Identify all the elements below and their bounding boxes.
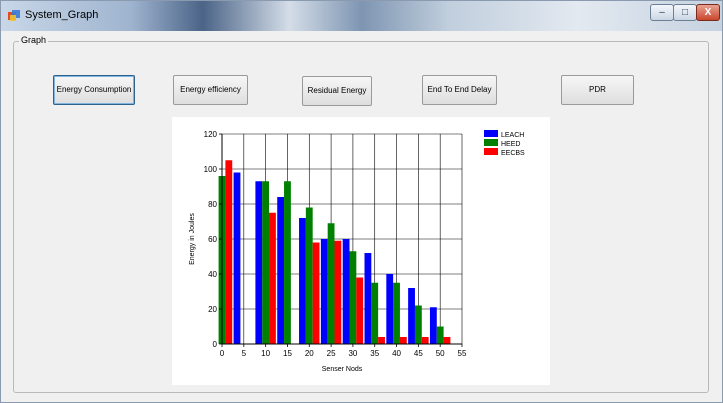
- bar-leach: [408, 288, 415, 344]
- bar-eecbs: [269, 212, 276, 344]
- bar-heed: [436, 326, 444, 344]
- x-tick-label: 10: [261, 349, 270, 358]
- app-icon: [8, 10, 20, 21]
- y-tick-label: 0: [213, 340, 218, 349]
- energy-bar-chart: 0 20 40 60 80 100 120 0 5 10 15 20 25 30 35 40 45 50 55 Sen…: [189, 130, 525, 373]
- residual-energy-button[interactable]: Residual Energy: [302, 76, 372, 106]
- bar-heed: [305, 207, 313, 344]
- legend-label-eecbs: EECBS: [501, 150, 525, 157]
- y-axis-title: Energy in Joules: [189, 213, 196, 265]
- minimize-button[interactable]: –: [650, 4, 674, 21]
- maximize-icon: □: [681, 7, 689, 18]
- bar-leach: [364, 253, 372, 344]
- x-tick-label: 30: [348, 349, 357, 358]
- maximize-button[interactable]: □: [673, 4, 697, 21]
- x-tick-label: 5: [242, 349, 247, 358]
- bar-heed: [262, 181, 270, 344]
- bar-eecbs: [312, 242, 320, 344]
- legend-label-heed: HEED: [501, 141, 520, 148]
- energy-efficiency-button[interactable]: Energy efficiency: [173, 75, 248, 105]
- legend-swatch-leach: [484, 130, 498, 137]
- bar-leach: [386, 274, 394, 344]
- bar-leach: [255, 181, 263, 344]
- legend-swatch-eecbs: [484, 148, 498, 155]
- bar-leach: [320, 239, 328, 344]
- bar-leach: [342, 239, 350, 344]
- graph-group-label: Graph: [19, 35, 49, 45]
- bar-eecbs: [356, 277, 364, 344]
- x-tick-label: 15: [283, 349, 292, 358]
- x-tick-label: 25: [327, 349, 336, 358]
- x-axis-title: Senser Nods: [322, 366, 363, 373]
- x-tick-label: 35: [370, 349, 379, 358]
- bar-leach: [277, 197, 285, 344]
- y-tick-label: 120: [204, 130, 218, 139]
- bar-leach: [429, 307, 437, 344]
- energy-chart-panel: 0 20 40 60 80 100 120 0 5 10 15 20 25 30 35 40 45 50 55 Sen…: [172, 117, 550, 385]
- y-tick-label: 20: [208, 305, 217, 314]
- legend-swatch-heed: [484, 139, 498, 146]
- minimize-icon: –: [659, 7, 665, 18]
- bar-leach: [299, 218, 306, 344]
- bar-leach: [233, 172, 241, 344]
- x-tick-label: 55: [458, 349, 467, 358]
- bar-eecbs: [399, 337, 407, 344]
- bar-heed: [414, 305, 422, 344]
- energy-consumption-button[interactable]: Energy Consumption: [53, 75, 135, 105]
- close-icon: X: [704, 7, 712, 18]
- bar-eecbs: [421, 337, 429, 344]
- bar-heed: [393, 282, 400, 344]
- title-bar[interactable]: System_Graph – □ X: [1, 1, 722, 31]
- bar-heed: [371, 282, 379, 344]
- bar-eecbs: [378, 337, 385, 344]
- pdr-button[interactable]: PDR: [561, 75, 634, 105]
- x-tick-label: 20: [305, 349, 314, 358]
- graph-groupbox: [13, 41, 709, 393]
- bar-heed: [349, 251, 357, 344]
- bar-eecbs: [225, 160, 233, 344]
- y-tick-label: 40: [208, 270, 217, 279]
- bar-heed: [327, 223, 335, 344]
- bar-heed: [284, 181, 291, 344]
- y-tick-label: 60: [208, 235, 217, 244]
- end-to-end-delay-button[interactable]: End To End Delay: [422, 75, 497, 105]
- y-tick-label: 80: [208, 200, 217, 209]
- window-title: System_Graph: [25, 9, 99, 21]
- close-button[interactable]: X: [696, 4, 720, 21]
- x-tick-label: 45: [414, 349, 423, 358]
- bar-eecbs: [443, 337, 451, 344]
- legend-label-leach: LEACH: [501, 132, 524, 139]
- x-tick-label: 40: [392, 349, 401, 358]
- x-tick-label: 50: [436, 349, 445, 358]
- y-tick-label: 100: [204, 165, 218, 174]
- bar-eecbs: [334, 240, 342, 344]
- x-tick-label: 0: [220, 349, 225, 358]
